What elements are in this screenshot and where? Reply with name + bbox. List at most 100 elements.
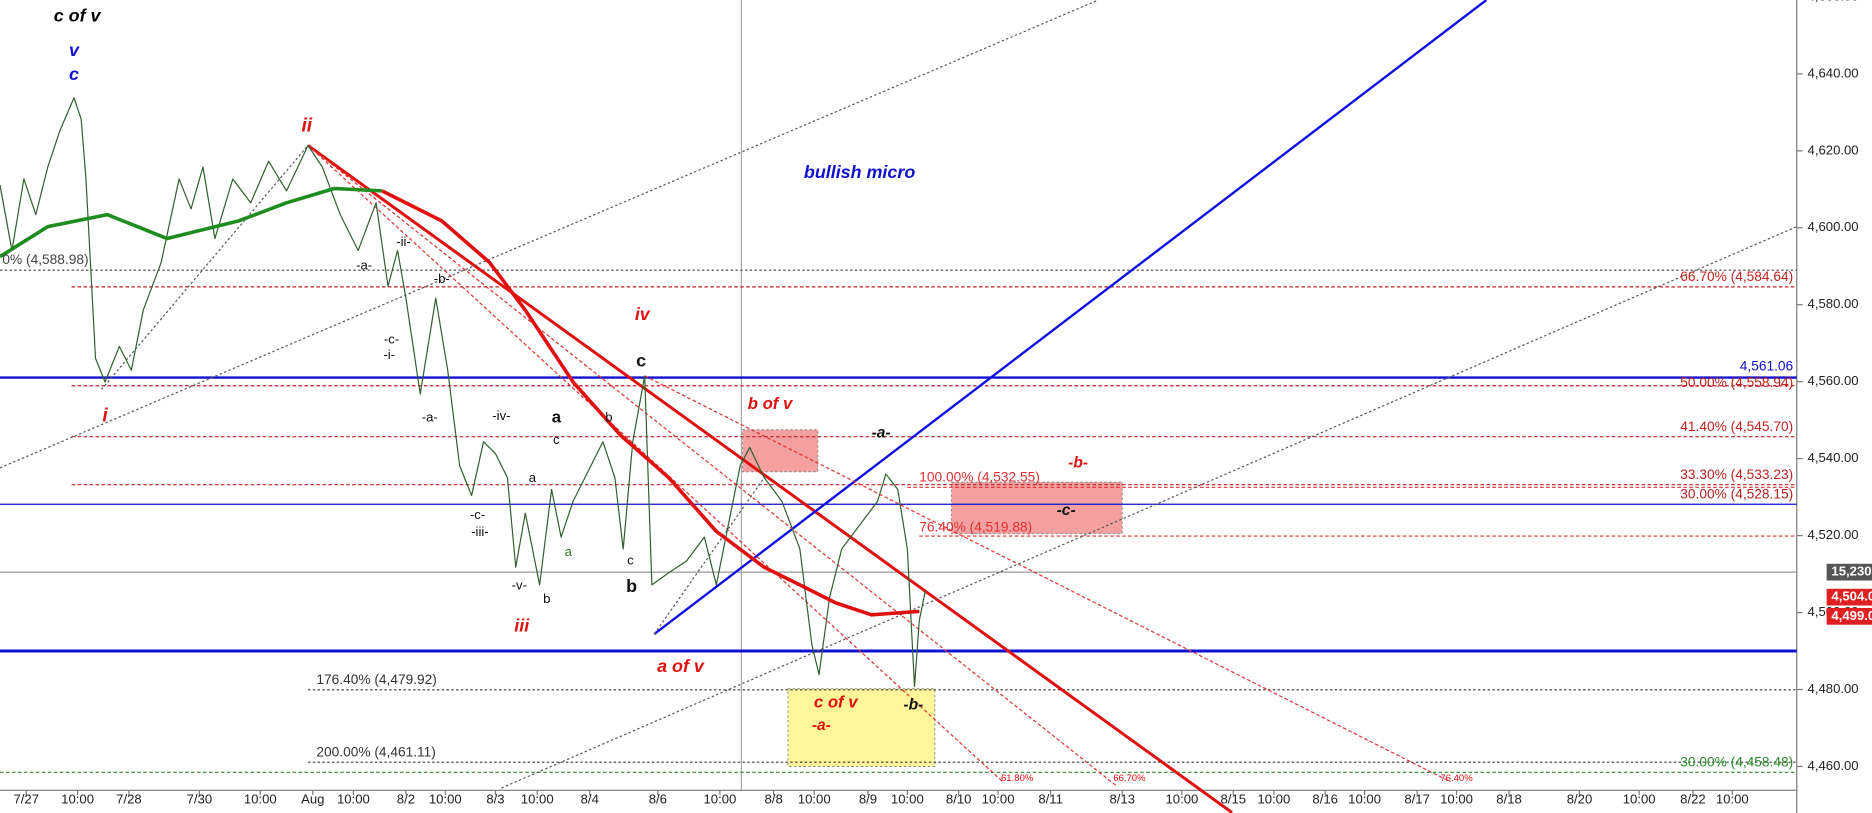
x-tick-label: 10:00 bbox=[429, 791, 462, 806]
x-tick-label: 8/22 bbox=[1680, 791, 1706, 806]
trend-line bbox=[307, 144, 1117, 787]
price-badge-bg bbox=[1826, 588, 1872, 606]
wave-label: iii bbox=[514, 615, 530, 635]
y-tick-label: 4,560.00 bbox=[1808, 373, 1859, 388]
wave-label: b of v bbox=[748, 394, 794, 413]
wave-label: -iv- bbox=[492, 408, 510, 423]
wave-label: -b- bbox=[1068, 454, 1088, 471]
chart-title: c of v bbox=[54, 5, 102, 25]
x-tick-label: 8/18 bbox=[1496, 791, 1522, 806]
level-label: 76.40% (4,519.88) bbox=[919, 519, 1032, 534]
x-tick-label: 10:00 bbox=[703, 791, 736, 806]
y-tick-label: 4,660.00 bbox=[1808, 0, 1859, 3]
wave-label: i bbox=[102, 406, 108, 427]
level-label: 66.70% (4,584.64) bbox=[1680, 269, 1793, 284]
x-tick-label: 10:00 bbox=[244, 791, 277, 806]
zone bbox=[951, 481, 1123, 535]
trend-line bbox=[653, 0, 1488, 636]
y-tick-label: 4,640.00 bbox=[1808, 65, 1859, 80]
wave-label: -v- bbox=[512, 578, 527, 593]
wave-label: b bbox=[543, 591, 550, 606]
x-tick-label: 8/16 bbox=[1312, 791, 1338, 806]
x-tick-label: 10:00 bbox=[1257, 791, 1290, 806]
wave-label: b bbox=[626, 576, 637, 596]
wave-label: bullish micro bbox=[804, 162, 915, 182]
x-tick-label: 8/4 bbox=[581, 791, 599, 806]
x-tick-label: 8/15 bbox=[1221, 791, 1247, 806]
x-tick-label: 8/13 bbox=[1109, 791, 1135, 806]
level-label: 200.00% (4,461.11) bbox=[316, 744, 436, 759]
wave-label: a bbox=[529, 470, 537, 485]
x-tick-label: 10:00 bbox=[1348, 791, 1381, 806]
price-badge-bg bbox=[1826, 608, 1872, 625]
wave-label: -b- bbox=[434, 271, 450, 286]
y-tick-label: 4,580.00 bbox=[1808, 296, 1859, 311]
wave-label: v bbox=[69, 40, 80, 60]
wave-label: a bbox=[565, 544, 573, 559]
trend-line bbox=[653, 477, 765, 635]
zone bbox=[787, 688, 936, 767]
wave-label: 76.40% bbox=[1440, 773, 1473, 784]
wave-label: 61.80% bbox=[1001, 773, 1034, 784]
x-tick-label: 10:00 bbox=[1716, 791, 1749, 806]
wave-label: b bbox=[605, 409, 612, 424]
price-line bbox=[0, 186, 383, 259]
price-badge: 4,499.01 bbox=[1831, 608, 1872, 623]
x-tick-label: 8/6 bbox=[649, 791, 667, 806]
x-tick-label: 7/30 bbox=[187, 791, 213, 806]
wave-label: a bbox=[552, 407, 562, 426]
x-tick-label: 10:00 bbox=[61, 791, 94, 806]
trend-line bbox=[307, 144, 1233, 813]
x-tick-label: 8/3 bbox=[486, 791, 504, 806]
wave-label: ii bbox=[302, 116, 313, 137]
wave-label: -i- bbox=[383, 347, 395, 362]
wave-label: a of v bbox=[657, 656, 705, 676]
trend-line bbox=[501, 226, 1797, 789]
y-tick-label: 4,620.00 bbox=[1808, 142, 1859, 157]
x-tick-label: 10:00 bbox=[891, 791, 924, 806]
level-label: 0% (4,588.98) bbox=[2, 252, 88, 267]
wave-label: -a- bbox=[356, 258, 372, 273]
x-tick-label: 8/8 bbox=[765, 791, 783, 806]
zone bbox=[742, 429, 819, 473]
y-tick-label: 4,600.00 bbox=[1808, 219, 1859, 234]
trend-line bbox=[644, 375, 1451, 783]
level-label: 41.40% (4,545.70) bbox=[1680, 419, 1793, 434]
trend-line bbox=[0, 0, 1099, 469]
price-line bbox=[0, 97, 926, 688]
y-tick-label: 4,520.00 bbox=[1808, 527, 1859, 542]
wave-label: c bbox=[627, 553, 634, 568]
y-tick-label: 4,540.00 bbox=[1808, 450, 1859, 465]
wave-label: c of v bbox=[814, 693, 859, 712]
x-tick-label: 10:00 bbox=[798, 791, 831, 806]
level-label: 33.30% (4,533.23) bbox=[1680, 467, 1793, 482]
level-label: 100.00% (4,532.55) bbox=[919, 469, 1040, 484]
wave-label: iv bbox=[635, 304, 651, 324]
x-tick-label: Aug bbox=[301, 791, 324, 806]
wave-label: -iii- bbox=[471, 524, 489, 539]
wave-label: -a- bbox=[872, 424, 891, 441]
x-tick-label: 8/17 bbox=[1404, 791, 1430, 806]
x-tick-label: 8/20 bbox=[1567, 791, 1593, 806]
level-label: 50.00% (4,558.94) bbox=[1680, 375, 1793, 390]
price-badge: 4,504.00 bbox=[1831, 589, 1872, 604]
wave-label: 66.70% bbox=[1113, 773, 1146, 784]
price-line bbox=[381, 189, 920, 617]
y-tick-label: 4,480.00 bbox=[1808, 681, 1859, 696]
x-tick-label: 10:00 bbox=[1440, 791, 1473, 806]
x-tick-label: 8/10 bbox=[946, 791, 972, 806]
x-tick-label: 8/2 bbox=[397, 791, 415, 806]
x-tick-label: 10:00 bbox=[1166, 791, 1199, 806]
x-tick-label: 10:00 bbox=[1623, 791, 1656, 806]
wave-label: -c- bbox=[1057, 502, 1076, 519]
x-tick-label: 10:00 bbox=[982, 791, 1015, 806]
price-badge: 15,230.30 bbox=[1831, 564, 1872, 579]
wave-label: -c- bbox=[384, 332, 399, 347]
plot-area bbox=[0, 0, 1797, 813]
x-tick-label: 8/9 bbox=[859, 791, 877, 806]
x-tick-label: 10:00 bbox=[521, 791, 554, 806]
